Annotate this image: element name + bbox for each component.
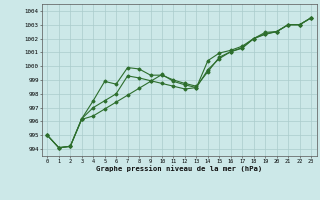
X-axis label: Graphe pression niveau de la mer (hPa): Graphe pression niveau de la mer (hPa): [96, 165, 262, 172]
